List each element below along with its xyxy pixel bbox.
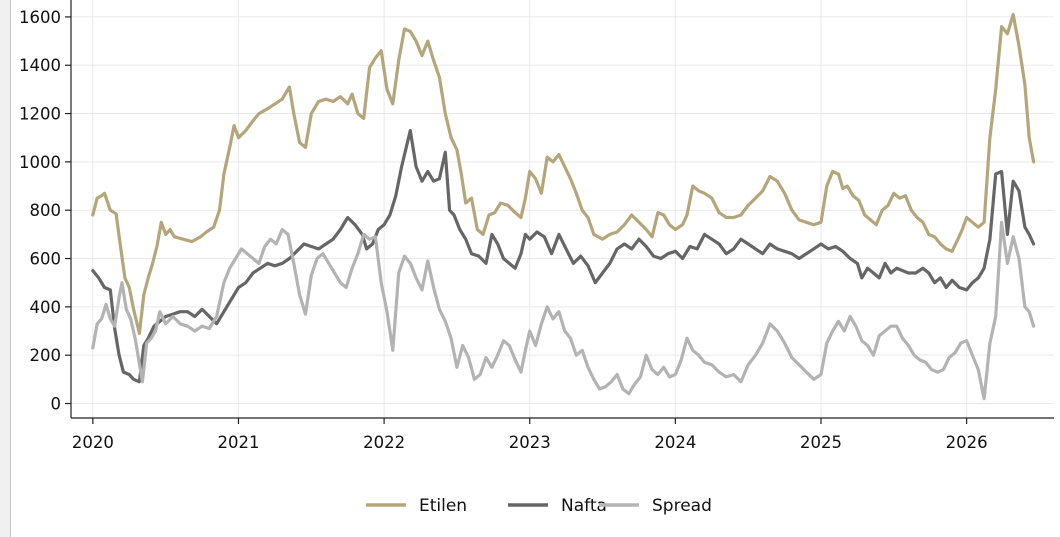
y-ticks: 0 200 400 600 800 1000 1200 1400 1600 <box>19 8 71 414</box>
x-tick-label: 2020 <box>72 433 114 452</box>
legend-item-etilen: Etilen <box>366 496 467 516</box>
axes <box>70 0 1054 419</box>
y-tick-label: 200 <box>30 346 62 365</box>
y-tick-label: 1200 <box>19 105 61 124</box>
series-line-etilen <box>91 12 1036 335</box>
legend-item-nafta: Nafta <box>508 496 607 516</box>
legend-label: Nafta <box>561 496 607 516</box>
x-tick-label: 2026 <box>946 433 988 452</box>
legend-item-spread: Spread <box>599 496 712 516</box>
y-tick-label: 0 <box>51 395 62 414</box>
series-line-nafta <box>91 128 1036 384</box>
y-tick-label: 800 <box>30 201 62 220</box>
legend-label: Etilen <box>419 496 467 516</box>
series-layer <box>91 12 1036 401</box>
x-ticks: 2020 2021 2022 2023 2024 2025 2026 <box>72 418 988 452</box>
x-tick-label: 2024 <box>654 433 696 452</box>
x-tick-label: 2022 <box>363 433 405 452</box>
x-tick-label: 2023 <box>509 433 551 452</box>
chart-panel: 0 200 400 600 800 1000 1200 1400 1600 2020 2021 20… <box>10 0 1060 537</box>
legend: Etilen Nafta Spread <box>366 496 712 516</box>
y-tick-label: 400 <box>30 298 62 317</box>
series-line-spread <box>91 220 1036 401</box>
y-tick-label: 1600 <box>19 8 61 27</box>
y-tick-label: 1000 <box>19 153 61 172</box>
y-tick-label: 1400 <box>19 56 61 75</box>
legend-label: Spread <box>652 496 712 516</box>
x-tick-label: 2025 <box>800 433 842 452</box>
y-tick-label: 600 <box>30 250 62 269</box>
x-tick-label: 2021 <box>217 433 259 452</box>
